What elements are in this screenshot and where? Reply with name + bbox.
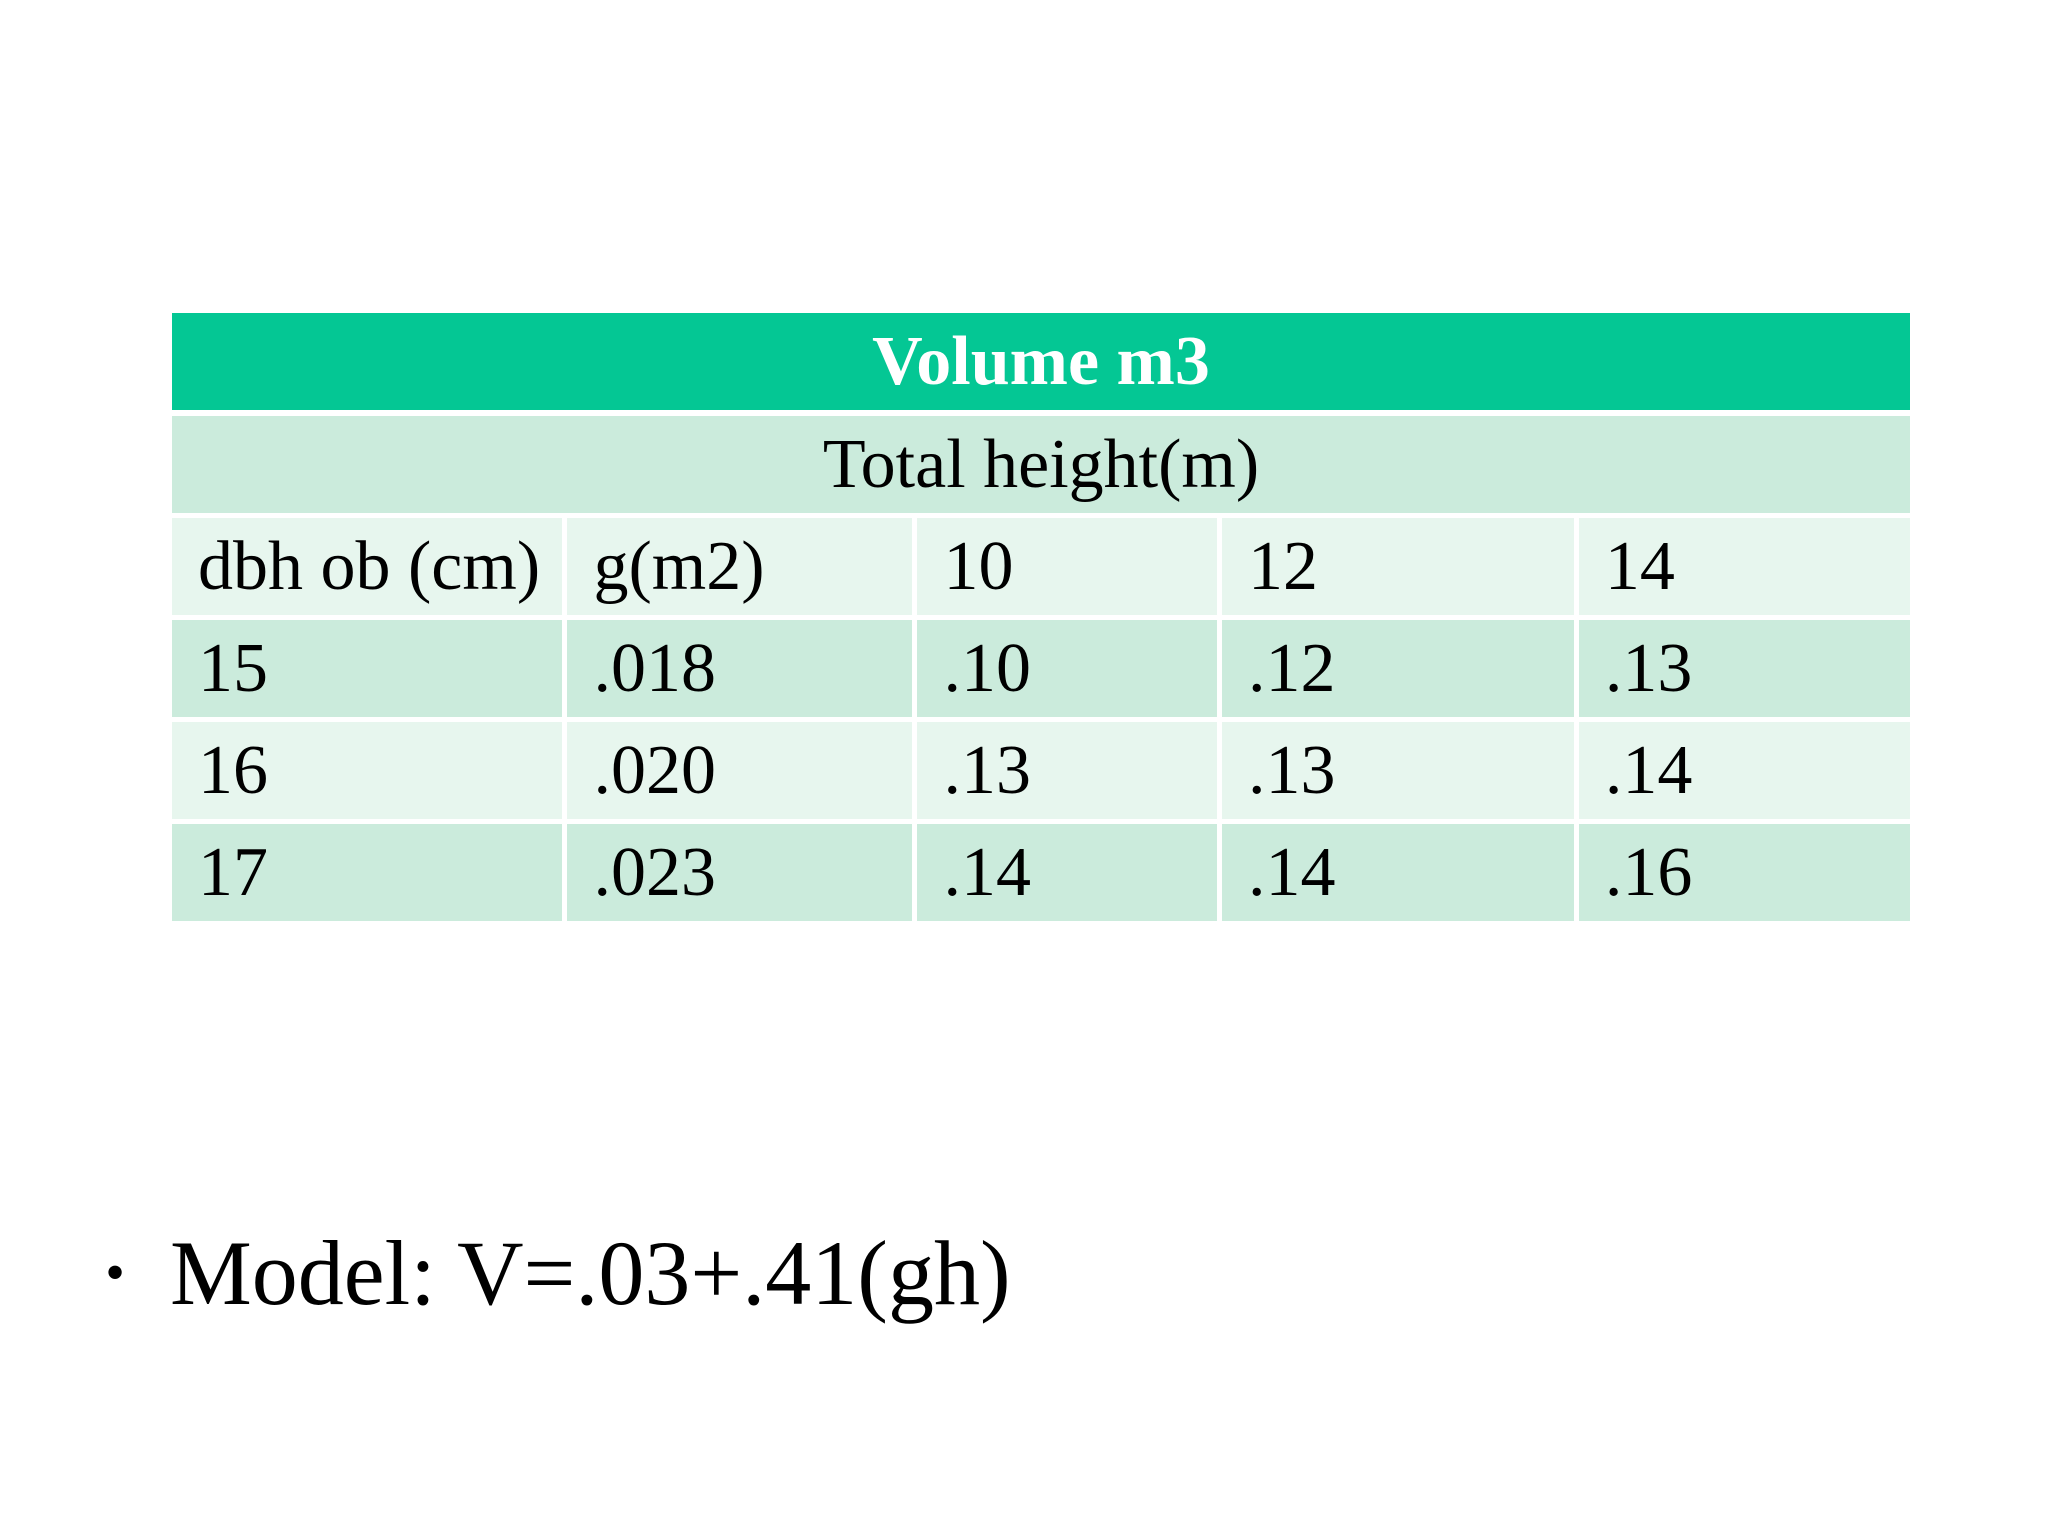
column-header-dbh: dbh ob (cm) <box>172 518 563 615</box>
table-cell: .14 <box>1221 824 1574 921</box>
table-cell: .13 <box>1578 620 1910 717</box>
bullet-item: • Model: V=.03+.41(gh) <box>93 1218 1011 1328</box>
table-cell: .14 <box>917 824 1217 921</box>
table-cell: .020 <box>567 722 913 819</box>
table-cell: .13 <box>1221 722 1574 819</box>
table-cell: .16 <box>1578 824 1910 921</box>
table-cell: .023 <box>567 824 913 921</box>
table-cell: .018 <box>567 620 913 717</box>
table-cell: .12 <box>1221 620 1574 717</box>
table-subtitle: Total height(m) <box>172 416 1910 513</box>
column-header-g: g(m2) <box>567 518 913 615</box>
table-cell: 15 <box>172 620 563 717</box>
table-cell: .10 <box>917 620 1217 717</box>
table-grid: Total height(m) dbh ob (cm) g(m2) 10 12 … <box>172 416 1910 921</box>
column-header-h10: 10 <box>917 518 1217 615</box>
table-title: Volume m3 <box>172 313 1910 410</box>
bullet-marker: • <box>105 1242 125 1305</box>
table-cell: 17 <box>172 824 563 921</box>
bullet-text: Model: V=.03+.41(gh) <box>170 1222 1011 1324</box>
table-cell: 16 <box>172 722 563 819</box>
volume-table: Volume m3 Total height(m) dbh ob (cm) g(… <box>172 313 1910 921</box>
table-cell: .14 <box>1578 722 1910 819</box>
table-cell: .13 <box>917 722 1217 819</box>
column-header-h12: 12 <box>1221 518 1574 615</box>
column-header-h14: 14 <box>1578 518 1910 615</box>
